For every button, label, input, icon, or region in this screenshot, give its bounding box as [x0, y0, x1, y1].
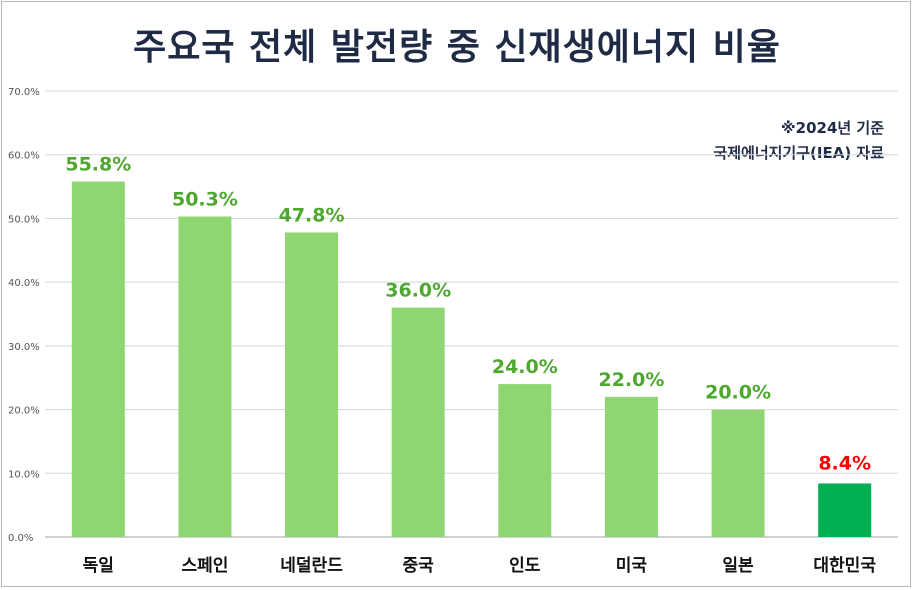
chart-note-source: 국제에너지기구(IEA) 자료 [713, 144, 884, 162]
y-tick-label: 70.0% [8, 87, 40, 98]
y-tick-label: 60.0% [8, 151, 40, 162]
category-label: 대한민국 [813, 556, 876, 576]
data-label: 50.3% [172, 189, 238, 211]
bar [604, 396, 658, 537]
y-tick-label: 40.0% [8, 278, 40, 289]
data-label: 36.0% [385, 280, 451, 302]
y-tick-label: 0.0% [8, 533, 33, 544]
chart-title: 주요국 전체 발전량 중 신재생에너지 비율 [133, 27, 781, 68]
category-label: 미국 [616, 556, 648, 576]
bar [498, 384, 552, 537]
bar [71, 181, 125, 537]
category-label: 중국 [403, 556, 435, 576]
bar [285, 232, 339, 537]
data-label: 8.4% [818, 452, 871, 474]
category-label: 독일 [83, 556, 114, 576]
chart-note-year: ※2024년 기준 [781, 119, 884, 137]
y-tick-label: 50.0% [8, 214, 40, 225]
data-label: 22.0% [598, 369, 664, 391]
category-label: 인도 [509, 556, 541, 576]
data-label: 55.8% [65, 153, 131, 175]
category-label: 스페인 [181, 556, 228, 576]
bar [178, 216, 232, 537]
bar [391, 307, 445, 537]
y-tick-label: 10.0% [8, 469, 40, 480]
category-label: 일본 [722, 556, 754, 576]
data-label: 47.8% [279, 204, 345, 226]
bar [818, 483, 872, 537]
y-tick-label: 20.0% [8, 406, 40, 417]
data-label: 24.0% [492, 356, 558, 378]
category-label: 네덜란드 [280, 556, 343, 576]
bar [711, 409, 765, 537]
data-label: 20.0% [705, 382, 771, 404]
y-tick-label: 30.0% [8, 342, 40, 353]
